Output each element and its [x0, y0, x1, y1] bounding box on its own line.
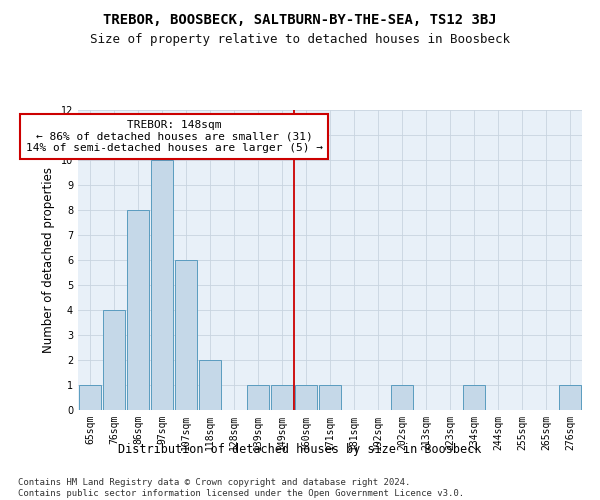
Bar — [103, 310, 125, 410]
Text: Size of property relative to detached houses in Boosbeck: Size of property relative to detached ho… — [90, 32, 510, 46]
Bar — [559, 385, 581, 410]
Bar — [271, 385, 293, 410]
Bar — [127, 210, 149, 410]
Bar — [247, 385, 269, 410]
Bar — [391, 385, 413, 410]
Text: TREBOR, BOOSBECK, SALTBURN-BY-THE-SEA, TS12 3BJ: TREBOR, BOOSBECK, SALTBURN-BY-THE-SEA, T… — [103, 12, 497, 26]
Bar — [319, 385, 341, 410]
Text: TREBOR: 148sqm
← 86% of detached houses are smaller (31)
14% of semi-detached ho: TREBOR: 148sqm ← 86% of detached houses … — [25, 120, 323, 153]
Bar — [295, 385, 317, 410]
Bar — [151, 160, 173, 410]
Bar — [463, 385, 485, 410]
Text: Contains HM Land Registry data © Crown copyright and database right 2024.
Contai: Contains HM Land Registry data © Crown c… — [18, 478, 464, 498]
Bar — [175, 260, 197, 410]
Text: Distribution of detached houses by size in Boosbeck: Distribution of detached houses by size … — [118, 442, 482, 456]
Bar — [199, 360, 221, 410]
Bar — [79, 385, 101, 410]
Y-axis label: Number of detached properties: Number of detached properties — [42, 167, 55, 353]
